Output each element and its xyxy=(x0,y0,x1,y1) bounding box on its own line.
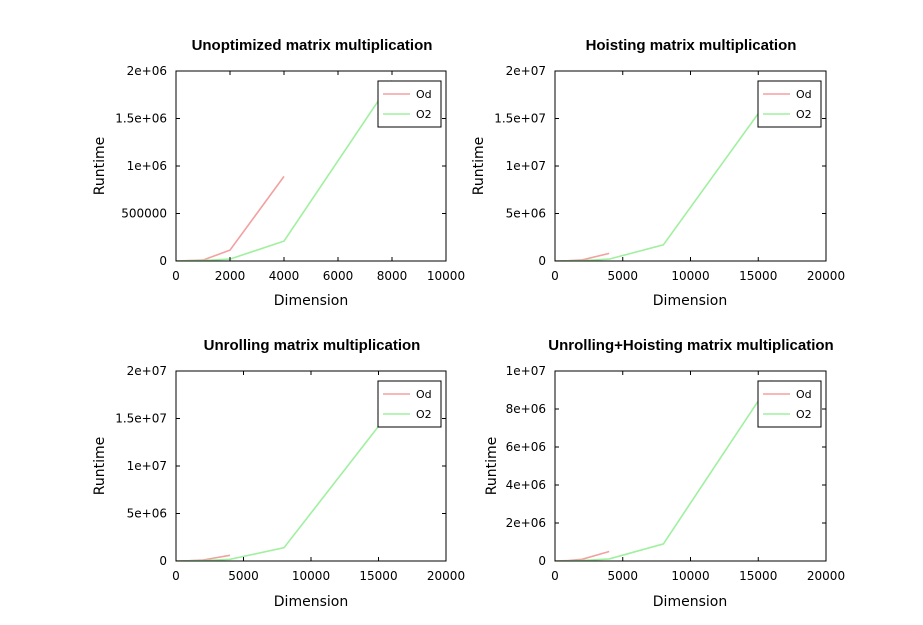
x-tick-label: 5000 xyxy=(607,269,638,283)
y-tick-label: 1e+07 xyxy=(127,459,167,473)
y-tick-label: 2e+06 xyxy=(506,516,546,530)
y-tick-label: 2e+07 xyxy=(127,364,167,378)
x-tick-label: 8000 xyxy=(377,269,408,283)
series-line-o2 xyxy=(176,80,393,261)
legend-box xyxy=(377,80,442,128)
y-axis-label: Runtime xyxy=(471,137,487,195)
x-tick-label: 10000 xyxy=(427,269,465,283)
x-tick-label: 10000 xyxy=(671,569,709,583)
y-axis-label: Runtime xyxy=(92,437,108,495)
y-tick-label: 1.5e+07 xyxy=(494,112,546,126)
y-tick-label: 4e+06 xyxy=(506,478,546,492)
legend-label-o2: O2 xyxy=(796,108,812,121)
chart-title: Unoptimized matrix multiplication xyxy=(192,37,433,54)
x-tick-label: 15000 xyxy=(359,569,397,583)
x-tick-label: 4000 xyxy=(269,269,300,283)
x-tick-label: 15000 xyxy=(739,569,777,583)
legend-label-o2: O2 xyxy=(416,108,432,121)
y-tick-label: 1e+07 xyxy=(506,364,546,378)
y-tick-label: 2e+06 xyxy=(127,64,167,78)
legend-label-od: Od xyxy=(416,388,432,401)
y-tick-label: 1.5e+07 xyxy=(115,412,167,426)
legend-label-od: Od xyxy=(796,88,812,101)
y-tick-label: 8e+06 xyxy=(506,402,546,416)
x-axis-label: Dimension xyxy=(274,293,348,309)
legend-label-o2: O2 xyxy=(796,408,812,421)
y-tick-label: 0 xyxy=(538,554,546,568)
y-tick-label: 500000 xyxy=(121,207,167,221)
y-tick-label: 6e+06 xyxy=(506,440,546,454)
y-tick-label: 2e+07 xyxy=(506,64,546,78)
x-tick-label: 0 xyxy=(551,269,559,283)
x-axis-label: Dimension xyxy=(653,293,727,309)
legend-label-o2: O2 xyxy=(416,408,432,421)
y-tick-label: 0 xyxy=(538,254,546,268)
x-tick-label: 5000 xyxy=(228,569,259,583)
chart-title: Unrolling matrix multiplication xyxy=(204,337,421,354)
y-tick-label: 5e+06 xyxy=(127,507,167,521)
chart-title: Hoisting matrix multiplication xyxy=(586,37,797,54)
legend-box xyxy=(757,80,822,128)
y-tick-label: 1e+06 xyxy=(127,159,167,173)
x-tick-label: 2000 xyxy=(215,269,246,283)
x-tick-label: 15000 xyxy=(739,269,777,283)
chart-panel-3: Unrolling matrix multiplication 0 5000 1000… xyxy=(92,337,465,610)
x-tick-label: 20000 xyxy=(807,569,845,583)
legend: Od O2 xyxy=(377,80,442,128)
y-tick-label: 0 xyxy=(159,254,167,268)
x-tick-label: 10000 xyxy=(671,269,709,283)
legend-label-od: Od xyxy=(416,88,432,101)
y-axis-label: Runtime xyxy=(484,437,500,495)
y-tick-label: 0 xyxy=(159,554,167,568)
x-tick-label: 0 xyxy=(172,569,180,583)
chart-title: Unrolling+Hoisting matrix multiplication xyxy=(548,337,833,354)
chart-panel-2: Hoisting matrix multiplication 0 5000 10000… xyxy=(471,37,845,309)
chart-panel-4: Unrolling+Hoisting matrix multiplication… xyxy=(484,337,845,610)
x-tick-label: 10000 xyxy=(292,569,330,583)
series-line-o2 xyxy=(176,408,393,561)
series-line-o2 xyxy=(555,380,773,561)
x-tick-label: 20000 xyxy=(427,569,465,583)
x-tick-label: 5000 xyxy=(607,569,638,583)
legend-box xyxy=(377,380,442,428)
x-axis-label: Dimension xyxy=(274,594,348,610)
y-axis-label: Runtime xyxy=(92,137,108,195)
series-line-od xyxy=(176,175,285,261)
x-tick-label: 0 xyxy=(551,569,559,583)
x-tick-label: 6000 xyxy=(323,269,354,283)
legend-label-od: Od xyxy=(796,388,812,401)
y-tick-label: 1e+07 xyxy=(506,159,546,173)
y-tick-label: 1.5e+06 xyxy=(115,112,167,126)
x-tick-label: 20000 xyxy=(807,269,845,283)
legend-box xyxy=(757,380,822,428)
legend: Od O2 xyxy=(757,80,822,128)
x-axis-label: Dimension xyxy=(653,594,727,610)
y-tick-label: 5e+06 xyxy=(506,207,546,221)
legend: Od O2 xyxy=(377,380,442,428)
chart-panel-1: Unoptimized matrix multiplication 0 2000 40… xyxy=(92,37,465,309)
series-line-o2 xyxy=(555,94,773,261)
x-tick-label: 0 xyxy=(172,269,180,283)
legend: Od O2 xyxy=(757,380,822,428)
